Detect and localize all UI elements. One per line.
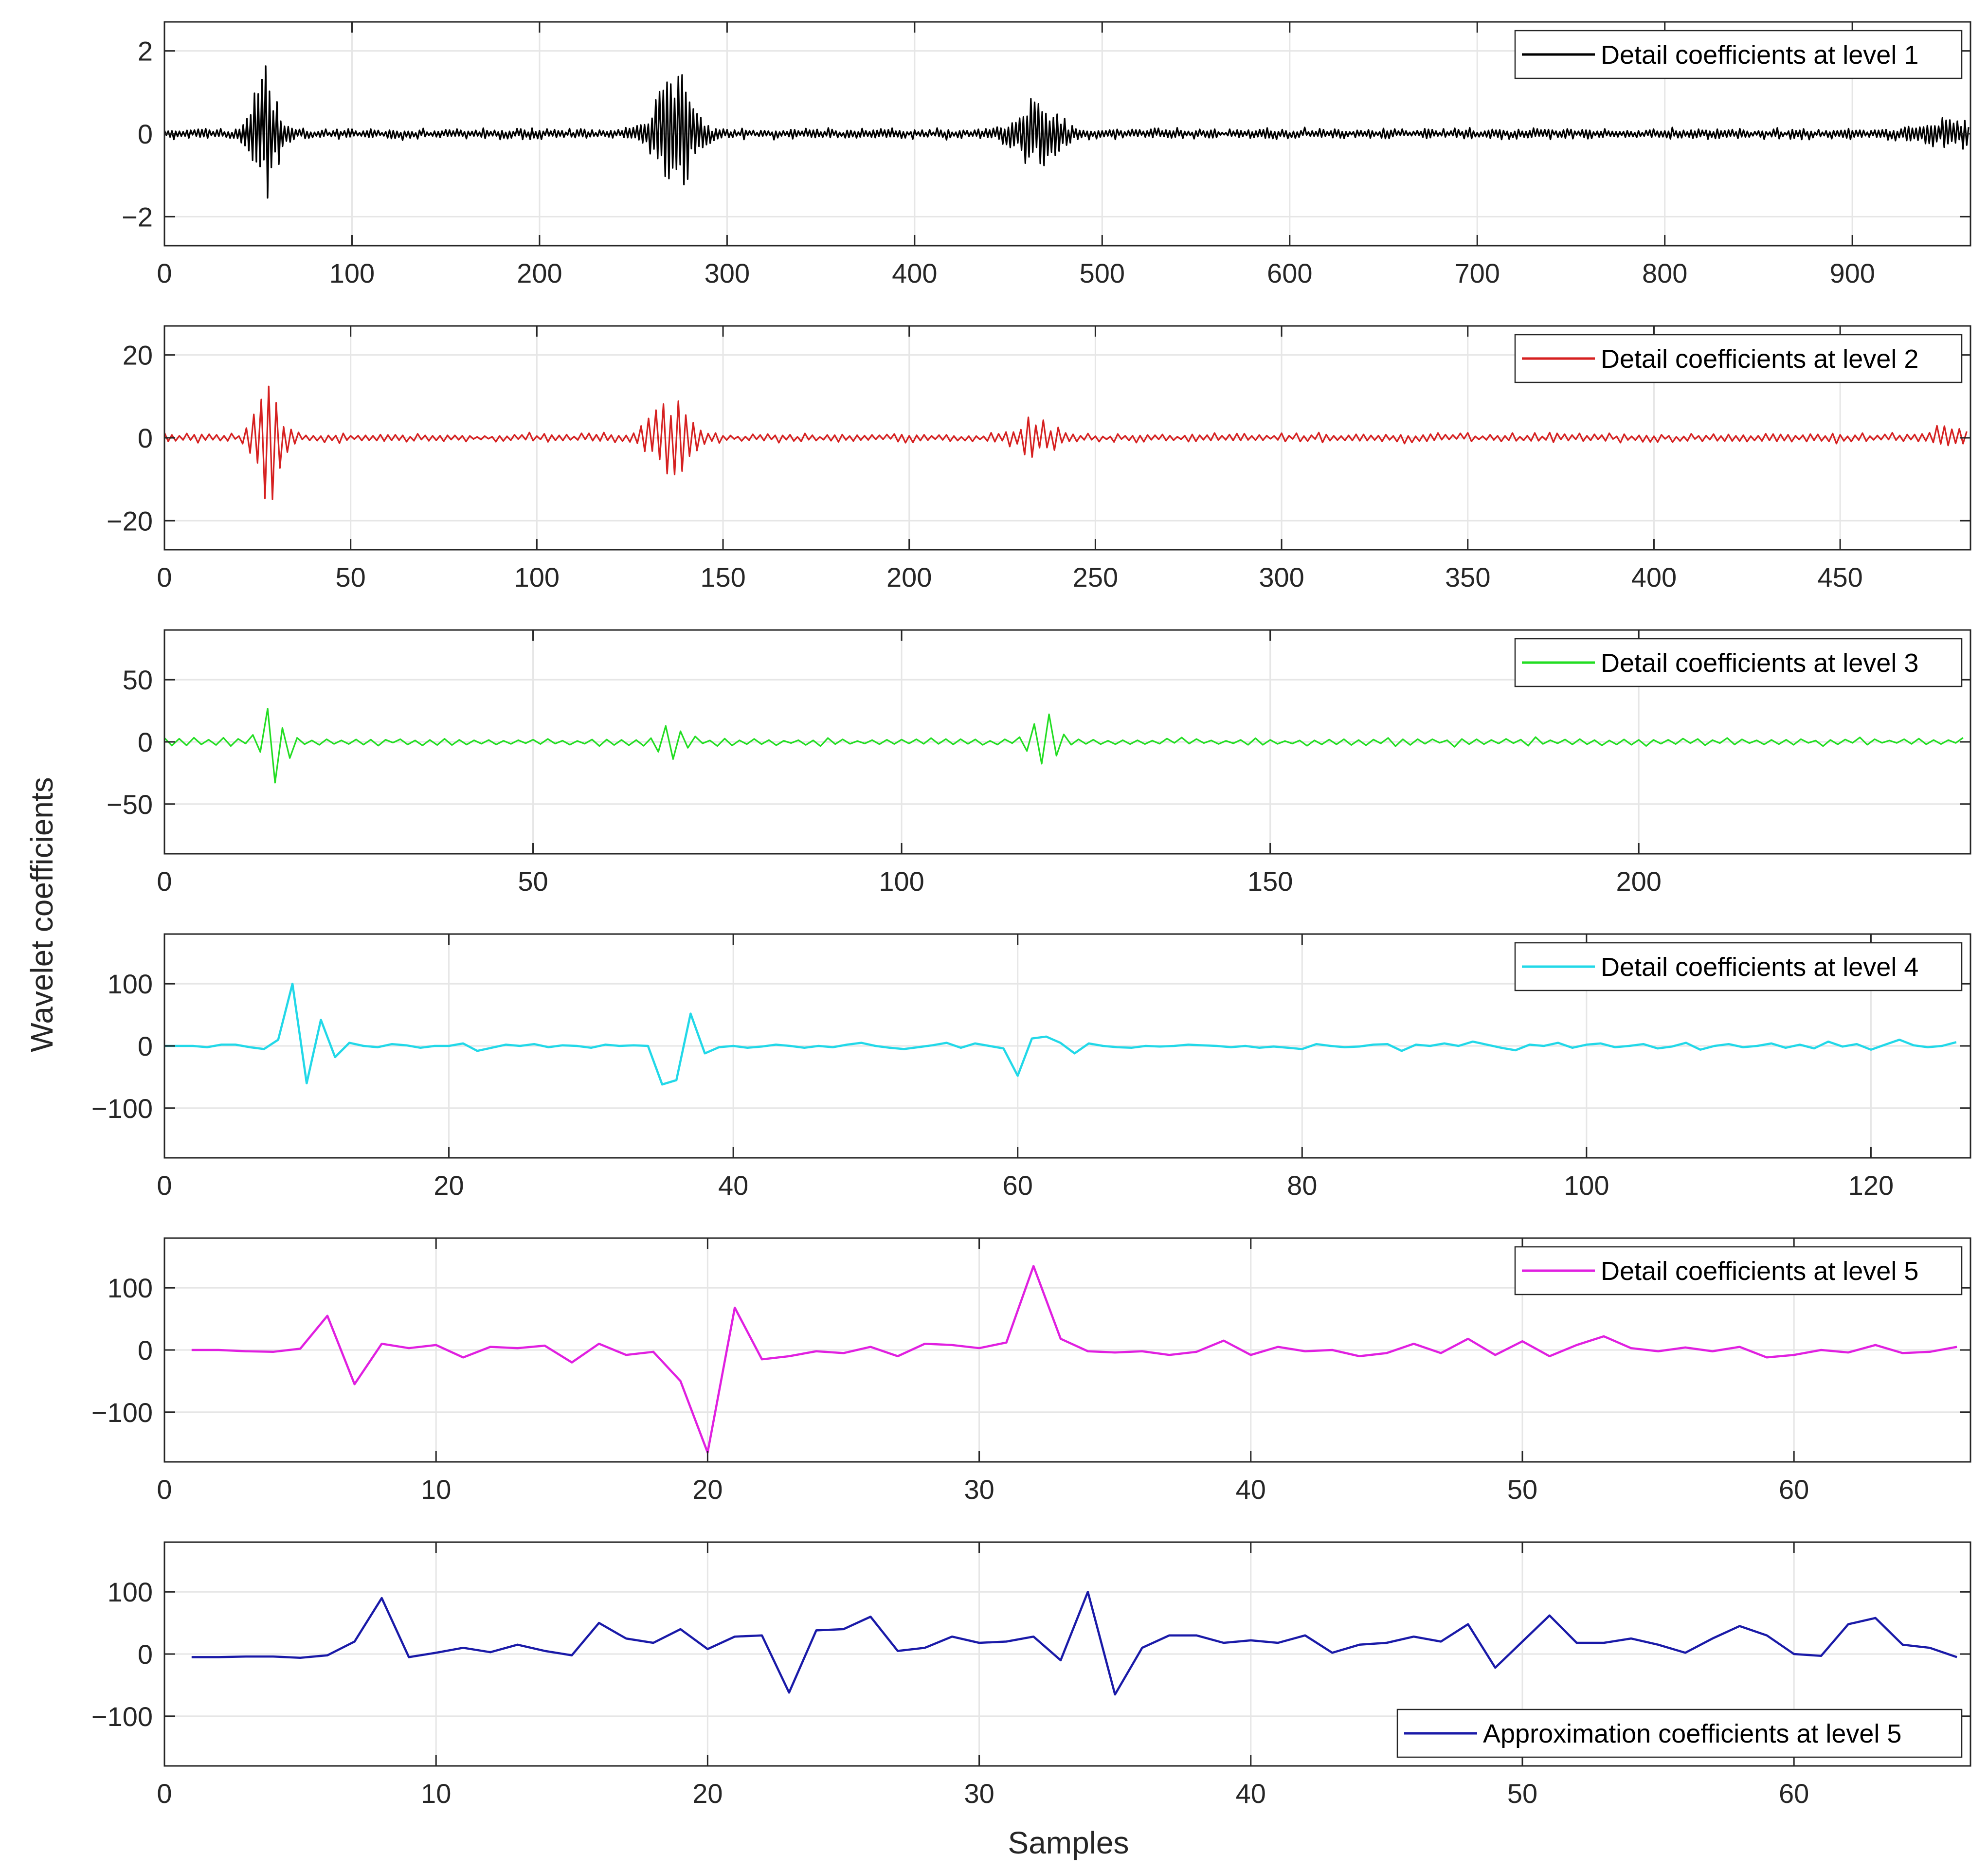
x-tick-label: 30 <box>964 1474 994 1505</box>
legend: Detail coefficients at level 1 <box>1514 30 1963 79</box>
x-tick-label: 400 <box>1631 562 1677 593</box>
x-tick-label: 50 <box>518 866 548 897</box>
y-tick-label: 0 <box>138 423 153 453</box>
x-tick-label: 60 <box>1003 1170 1033 1201</box>
x-tick-label: 500 <box>1080 258 1125 288</box>
x-tick-label: 100 <box>879 866 924 897</box>
x-tick-label: 60 <box>1779 1778 1809 1809</box>
x-tick-label: 80 <box>1287 1170 1317 1201</box>
y-tick-label: 100 <box>108 1577 153 1607</box>
subplot-level-1: 0 100 200 300 400 500 600 700 800 900−202 Detail c… <box>122 21 1971 288</box>
subplot-level-5: 0 10 20 30 40 50 60 −100 0 100 Detail coefficients… <box>91 1237 1971 1505</box>
x-tick-label: 20 <box>692 1474 723 1505</box>
series-line <box>163 708 1964 784</box>
x-tick-label: 150 <box>700 562 745 593</box>
series-line <box>191 1590 1957 1696</box>
x-tick-label: 200 <box>517 258 562 288</box>
x-tick-label: 0 <box>157 1778 172 1809</box>
subplot-stack: 0 100 200 300 400 500 600 700 800 900−202 Detail c… <box>91 21 1971 1809</box>
y-tick-label: 20 <box>123 340 153 371</box>
x-tick-label: 350 <box>1445 562 1490 593</box>
y-tick-label: −100 <box>91 1701 153 1732</box>
x-tick-label: 60 <box>1779 1474 1809 1505</box>
x-tick-label: 10 <box>421 1778 451 1809</box>
y-tick-label: 50 <box>123 665 153 695</box>
x-tick-label: 100 <box>1564 1170 1609 1201</box>
legend: Detail coefficients at level 3 <box>1514 638 1963 687</box>
y-tick-label: 0 <box>138 1031 153 1061</box>
x-tick-label: 600 <box>1267 258 1312 288</box>
x-axis-title: Samples <box>1008 1825 1129 1860</box>
y-tick-label: −20 <box>107 505 153 536</box>
x-tick-label: 20 <box>434 1170 464 1201</box>
x-tick-label: 50 <box>1507 1474 1537 1505</box>
legend-label: Detail coefficients at level 4 <box>1601 953 1918 982</box>
y-axis-title: Wavelet coefficients <box>24 777 59 1052</box>
x-tick-label: 0 <box>157 258 172 288</box>
y-tick-label: 100 <box>108 1273 153 1303</box>
x-tick-label: 150 <box>1247 866 1293 897</box>
subplot-level-4: 0 20 40 60 80 100 120 −100 0 100 Detail coefficien… <box>91 933 1971 1201</box>
x-tick-label: 40 <box>1236 1474 1266 1505</box>
x-tick-label: 40 <box>1236 1778 1266 1809</box>
y-tick-label: 100 <box>108 969 153 999</box>
legend: Approximation coefficients at level 5 <box>1396 1709 1963 1758</box>
legend: Detail coefficients at level 4 <box>1514 942 1963 991</box>
x-tick-label: 0 <box>157 1474 172 1505</box>
y-tick-label: 0 <box>138 727 153 757</box>
series-line <box>163 385 1968 500</box>
legend-label: Detail coefficients at level 5 <box>1601 1257 1918 1286</box>
y-tick-label: −2 <box>122 201 153 232</box>
x-tick-label: 30 <box>964 1778 994 1809</box>
series-line <box>163 65 1970 199</box>
series-line <box>191 1265 1957 1454</box>
y-tick-label: 0 <box>138 119 153 149</box>
x-tick-label: 0 <box>157 1170 172 1201</box>
x-tick-label: 200 <box>1616 866 1661 897</box>
legend: Detail coefficients at level 5 <box>1514 1246 1963 1295</box>
x-tick-label: 0 <box>157 562 172 593</box>
legend: Detail coefficients at level 2 <box>1514 334 1963 383</box>
x-tick-label: 400 <box>892 258 937 288</box>
x-tick-label: 50 <box>336 562 366 593</box>
legend-label: Approximation coefficients at level 5 <box>1483 1719 1901 1748</box>
x-tick-label: 800 <box>1642 258 1687 288</box>
x-tick-label: 50 <box>1507 1778 1537 1809</box>
series-line <box>164 982 1957 1086</box>
y-tick-label: −50 <box>107 789 153 820</box>
x-tick-label: 900 <box>1829 258 1875 288</box>
x-tick-label: 300 <box>705 258 750 288</box>
x-tick-label: 40 <box>718 1170 748 1201</box>
x-tick-label: 20 <box>692 1778 723 1809</box>
subplot-level-3: 0 50 100 150 200 −50 0 50 Detail coefficients at… <box>107 629 1971 897</box>
legend-box <box>1396 1709 1963 1758</box>
legend-label: Detail coefficients at level 3 <box>1601 648 1918 678</box>
x-tick-label: 100 <box>329 258 375 288</box>
legend-label: Detail coefficients at level 2 <box>1601 344 1918 374</box>
x-tick-label: 120 <box>1848 1170 1894 1201</box>
x-tick-label: 0 <box>157 866 172 897</box>
y-tick-label: 0 <box>138 1335 153 1366</box>
x-tick-label: 10 <box>421 1474 451 1505</box>
legend-box <box>1514 334 1963 383</box>
x-tick-label: 100 <box>514 562 560 593</box>
x-tick-label: 200 <box>886 562 932 593</box>
x-tick-label: 450 <box>1817 562 1862 593</box>
x-tick-label: 250 <box>1073 562 1118 593</box>
y-tick-label: −100 <box>91 1093 153 1124</box>
y-tick-label: −100 <box>91 1397 153 1428</box>
x-tick-label: 300 <box>1259 562 1304 593</box>
y-tick-label: 2 <box>138 36 153 67</box>
subplot-level-6: 0 10 20 30 40 50 60 −100 0 100 Approximation coeff… <box>91 1541 1971 1809</box>
x-tick-label: 700 <box>1455 258 1500 288</box>
y-tick-label: 0 <box>138 1639 153 1670</box>
legend-label: Detail coefficients at level 1 <box>1601 40 1918 70</box>
